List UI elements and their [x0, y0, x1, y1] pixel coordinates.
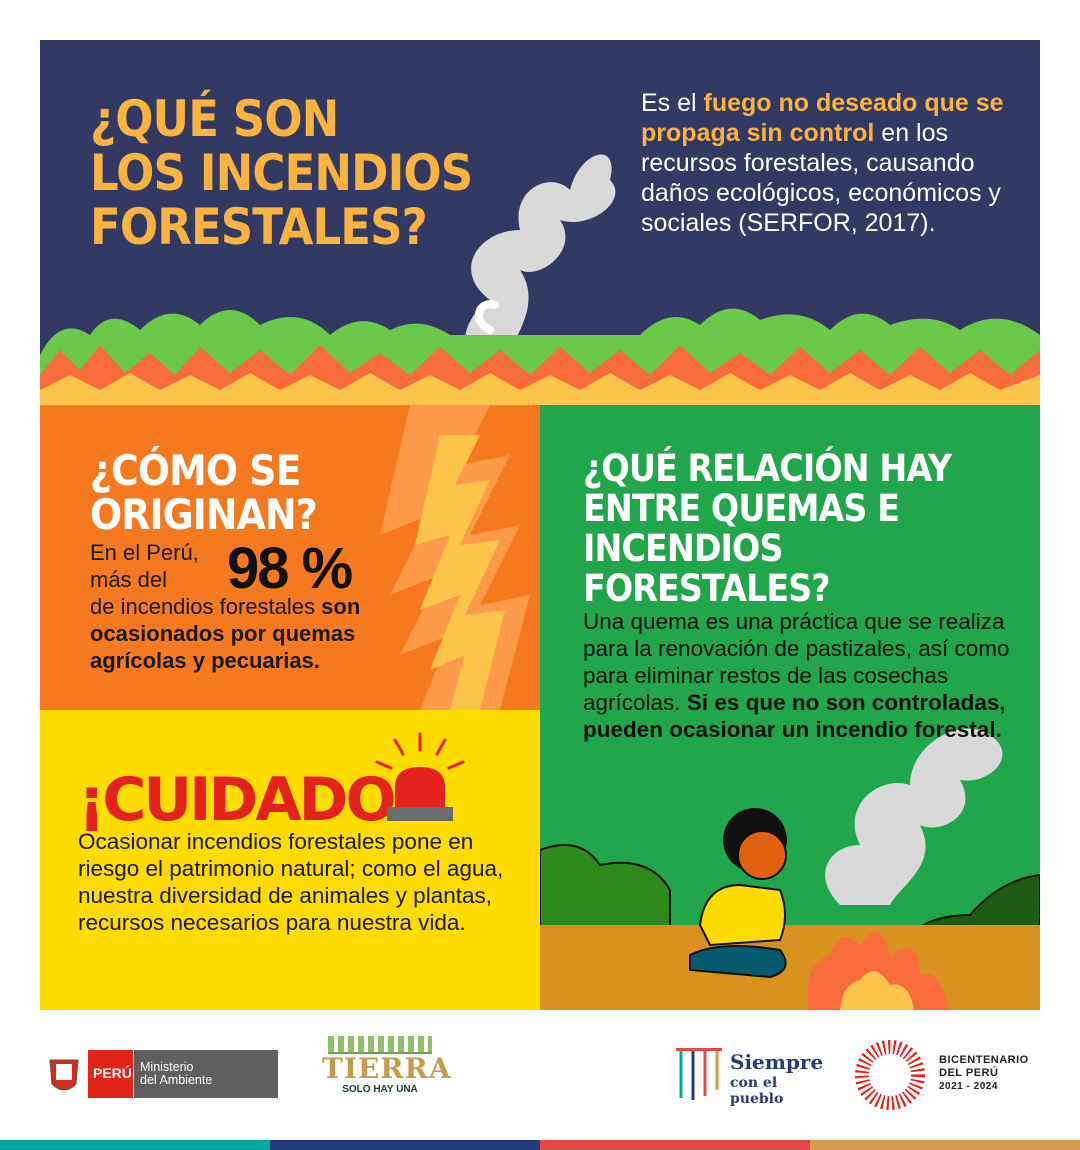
leaf-ornament-icon — [328, 1036, 432, 1054]
title-line: ¿QUÉ RELACIÓN HAY — [583, 447, 952, 490]
bold-text: Si es que no son controladas, pueden oca… — [583, 690, 1006, 742]
text: de incendios forestales — [90, 594, 322, 619]
relation-title: ¿QUÉ RELACIÓN HAY ENTRE QUEMAS E INCENDI… — [583, 447, 952, 610]
definition-text: Es el fuego no deseado que se propaga si… — [641, 88, 1031, 238]
percentage-stat: 98 % — [227, 536, 353, 601]
desc-highlight: fuego no deseado que se propaga sin cont… — [641, 89, 1004, 147]
bicentenario-sun-icon — [855, 1040, 925, 1110]
text: Una quema es una práctica que se realiza… — [583, 609, 1010, 715]
stripe-navy — [270, 1140, 540, 1150]
desc-text: en los recursos forestales, causando dañ… — [641, 119, 1001, 237]
warning-title: ¡CUIDADO! — [78, 765, 421, 835]
quipu-icon — [676, 1048, 722, 1100]
flame-illustration — [380, 405, 530, 710]
bicentenario-text: BICENTENARIO DEL PERÚ 2021 - 2024 — [939, 1054, 1029, 1093]
warning-panel: ¡CUIDADO! Ocasionar incendios forestales… — [40, 710, 540, 1010]
text-line: más del — [90, 567, 168, 592]
peru-label: PERÚ — [88, 1050, 133, 1098]
title-line: FORESTALES? — [583, 567, 831, 610]
title-line: INCENDIOS — [583, 527, 783, 570]
smoke-illustration — [465, 154, 616, 390]
peru-coat-of-arms-icon — [49, 1059, 79, 1091]
title-line: FORESTALES? — [90, 198, 428, 256]
warning-text: Ocasionar incendios forestales pone en r… — [78, 829, 504, 935]
text-line: Ministerio — [140, 1060, 194, 1074]
text-line: 2021 - 2024 — [939, 1081, 998, 1092]
tierra-text: TIERRA — [322, 1052, 452, 1085]
intro-panel: ¿QUÉ SON LOS INCENDIOS FORESTALES? Es el… — [40, 40, 1040, 405]
origin-panel: ¿CÓMO SE ORIGINAN? 98 % En el Perú, más … — [40, 405, 540, 710]
solo-hay-una-text: SOLO HAY UNA — [342, 1084, 418, 1095]
title-line: ORIGINAN? — [90, 490, 318, 540]
relation-text: Una quema es una práctica que se realiza… — [583, 608, 1013, 743]
siempre-text: Siempre — [730, 1050, 824, 1074]
title-line: LOS INCENDIOS — [90, 144, 473, 202]
relation-panel: ¿QUÉ RELACIÓN HAY ENTRE QUEMAS E INCENDI… — [540, 405, 1040, 1010]
bold-text: son ocasionados por quemas agrícolas y p… — [90, 594, 361, 673]
origin-text: En el Perú, más del de incendios foresta… — [90, 539, 435, 674]
text-line: En el Perú, — [90, 540, 199, 565]
title-line: ¿QUÉ SON — [90, 90, 339, 148]
title-line: ENTRE QUEMAS E — [583, 487, 900, 530]
stripe-red — [540, 1140, 810, 1150]
siempre-con-el-pueblo-logo: Siempre con el pueblo — [676, 1048, 826, 1107]
pueblo-text: con el pueblo — [730, 1075, 784, 1107]
tierra-solo-hay-una-logo: TIERRA SOLO HAY UNA — [322, 1036, 452, 1112]
farmer-burning-illustration — [540, 728, 1040, 1010]
ministerio-ambiente-logo: PERÚ Ministerio del Ambiente — [46, 1050, 280, 1098]
ministerio-label: Ministerio del Ambiente — [134, 1050, 278, 1098]
siren-icon — [375, 732, 465, 821]
title-line: ¿CÓMO SE — [90, 446, 301, 495]
main-title: ¿QUÉ SON LOS INCENDIOS FORESTALES? — [90, 90, 473, 256]
origin-title: ¿CÓMO SE ORIGINAN? — [90, 446, 318, 540]
stripe-teal — [0, 1140, 270, 1150]
bushes-and-flames — [40, 308, 1040, 405]
text-line: BICENTENARIO — [939, 1054, 1029, 1066]
text-line: del Ambiente — [140, 1073, 213, 1087]
text-line: DEL PERÚ — [939, 1067, 999, 1079]
bicentenario-logo: BICENTENARIO DEL PERÚ 2021 - 2024 — [855, 1040, 1045, 1110]
stripe-orange — [810, 1140, 1080, 1150]
desc-text: Es el — [641, 89, 704, 117]
